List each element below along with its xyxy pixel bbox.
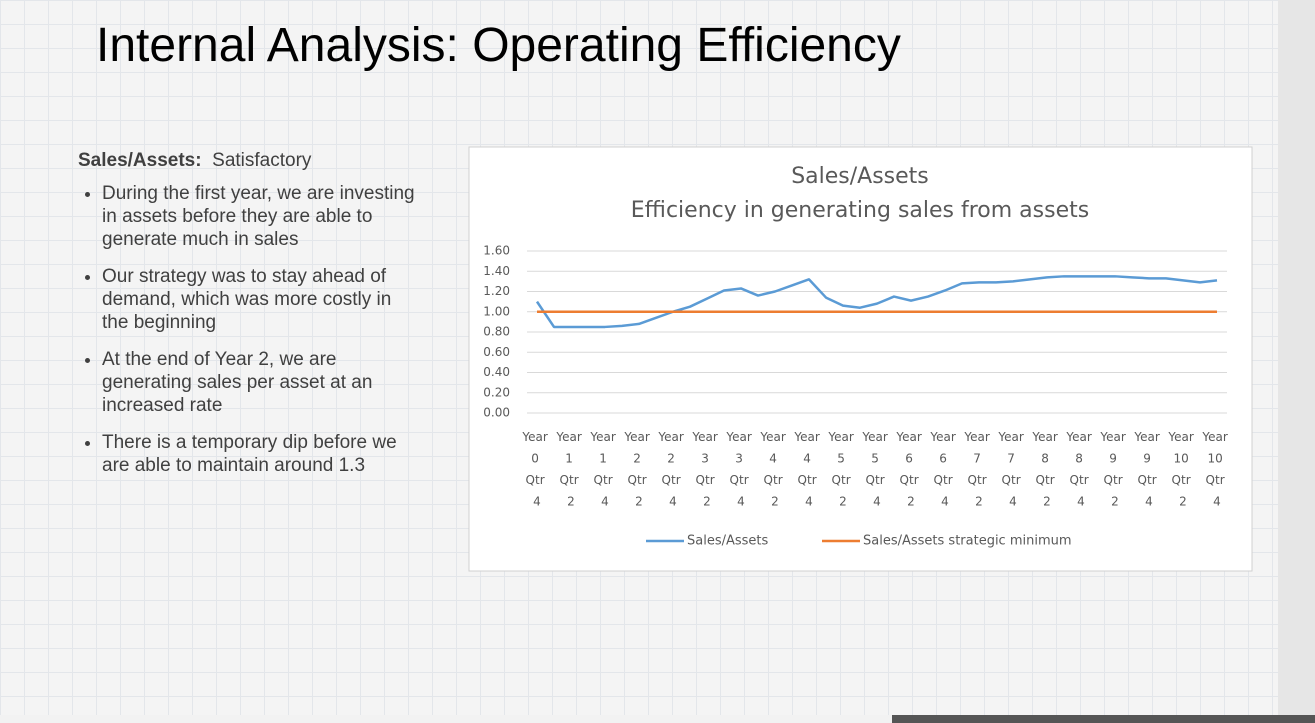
bullet: Our strategy was to stay ahead of demand… <box>102 265 418 334</box>
bottom-bar <box>892 715 1315 723</box>
bullet-list: During the first year, we are investing … <box>78 182 418 477</box>
slide-title: Internal Analysis: Operating Efficiency <box>96 19 901 72</box>
rating: Satisfactory <box>212 150 312 171</box>
heading-row: Sales/Assets: Satisfactory <box>78 150 418 172</box>
bullet: At the end of Year 2, we are generating … <box>102 348 418 417</box>
heading: Sales/Assets: <box>78 150 202 171</box>
bullet: During the first year, we are investing … <box>102 182 418 251</box>
text-panel: Sales/Assets: Satisfactory During the fi… <box>78 150 418 491</box>
bullet: There is a temporary dip before we are a… <box>102 431 418 477</box>
side-panel <box>1278 0 1315 723</box>
